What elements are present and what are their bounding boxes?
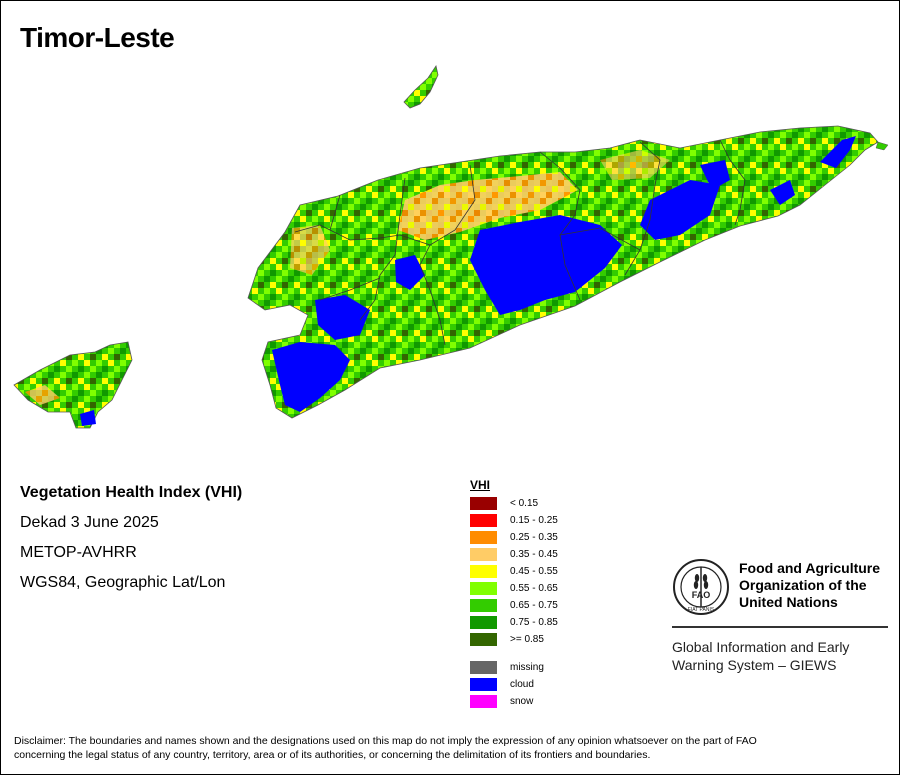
legend-swatch (470, 695, 497, 708)
legend-swatch (470, 599, 497, 612)
legend-label: 0.65 - 0.75 (510, 600, 558, 611)
legend-label: 0.15 - 0.25 (510, 515, 558, 526)
fao-emblem-motto: FIAT PANIS (688, 607, 715, 613)
disclaimer: Disclaimer: The boundaries and names sho… (14, 735, 757, 761)
legend-swatch (470, 565, 497, 578)
legend-swatch (470, 582, 497, 595)
legend-other: missing cloud snow (470, 659, 558, 710)
cloud-south (315, 295, 370, 340)
legend-label: 0.45 - 0.55 (510, 566, 558, 577)
legend-swatch (470, 531, 497, 544)
atauro-island (403, 64, 439, 109)
vhi-map (13, 64, 889, 429)
legend-label: 0.75 - 0.85 (510, 617, 558, 628)
cloud-east3 (770, 180, 795, 205)
legend-class-item: 0.65 - 0.75 (470, 597, 558, 614)
legend-class-item: 0.75 - 0.85 (470, 614, 558, 631)
vhi-legend: VHI < 0.15 0.15 - 0.25 0.25 - 0.35 0.35 - 0… (470, 478, 558, 710)
map-info: Vegetation Health Index (VHI) Dekad 3 Ju… (20, 483, 242, 603)
legend-swatch (470, 678, 497, 691)
legend-class-item: 0.35 - 0.45 (470, 546, 558, 563)
dry-zone-west (290, 225, 330, 275)
map-title: Timor-Leste (20, 22, 175, 53)
legend-class-item: 0.15 - 0.25 (470, 512, 558, 529)
legend-swatch (470, 616, 497, 629)
legend-classes: < 0.15 0.15 - 0.25 0.25 - 0.35 0.35 - 0.45 0… (470, 495, 558, 648)
legend-other-item: missing (470, 659, 558, 676)
legend-swatch (470, 633, 497, 646)
sensor-label: METOP-AVHRR (20, 544, 137, 561)
legend-label: < 0.15 (510, 498, 539, 509)
legend-swatch (470, 548, 497, 561)
giews-name: Global Information and Early Warning Sys… (672, 639, 850, 673)
legend-label: missing (510, 662, 544, 673)
cloud-midwest (395, 255, 425, 290)
fao-emblem-icon: FAO FIAT PANIS (673, 559, 729, 615)
fao-emblem-mark: FAO (692, 590, 711, 600)
dry-zone-east (600, 150, 670, 180)
cloud-east2 (700, 160, 730, 190)
district-boundaries (294, 139, 746, 346)
oecusse-dry (25, 385, 60, 405)
cloud-central (470, 215, 622, 315)
logo-divider (672, 626, 888, 628)
legend-label: 0.25 - 0.35 (510, 532, 558, 543)
legend-class-item: 0.55 - 0.65 (470, 580, 558, 597)
legend-label: 0.55 - 0.65 (510, 583, 558, 594)
legend-class-item: < 0.15 (470, 495, 558, 512)
projection-label: WGS84, Geographic Lat/Lon (20, 574, 226, 591)
legend-class-item: 0.25 - 0.35 (470, 529, 558, 546)
org-name: Food and Agriculture Organization of the… (739, 560, 881, 610)
legend-class-item: >= 0.85 (470, 631, 558, 648)
legend-label: 0.35 - 0.45 (510, 549, 558, 560)
cloud-southwest (272, 342, 350, 412)
period-label: Dekad 3 June 2025 (20, 514, 159, 531)
oecusse-cloud (80, 410, 96, 426)
oecusse-enclave (13, 341, 133, 429)
legend-swatch (470, 514, 497, 527)
index-name: Vegetation Health Index (VHI) (20, 484, 243, 501)
legend-label: snow (510, 696, 534, 707)
jaco-island (875, 141, 889, 151)
cloud-far-east (820, 136, 856, 168)
legend-swatch (470, 661, 497, 674)
legend-title: VHI (470, 478, 491, 492)
legend-class-item: 0.45 - 0.55 (470, 563, 558, 580)
legend-other-item: snow (470, 693, 558, 710)
legend-swatch (470, 497, 497, 510)
legend-label: cloud (510, 679, 534, 690)
cloud-east (640, 180, 720, 240)
dry-zone-north (398, 172, 578, 240)
legend-other-item: cloud (470, 676, 558, 693)
legend-label: >= 0.85 (510, 634, 544, 645)
